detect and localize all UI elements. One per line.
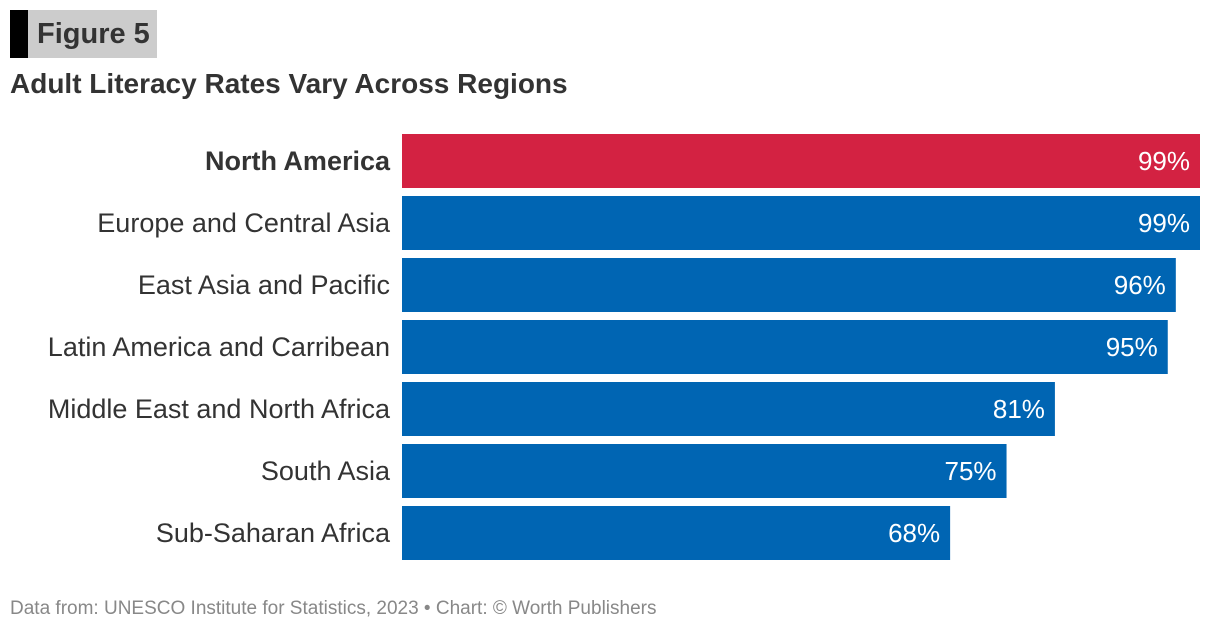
bar — [402, 196, 1200, 250]
category-label: South Asia — [261, 456, 391, 486]
bar — [402, 382, 1055, 436]
value-label: 81% — [993, 394, 1045, 424]
chart-title: Adult Literacy Rates Vary Across Regions — [10, 68, 568, 99]
bar — [402, 258, 1176, 312]
category-label: Middle East and North Africa — [48, 394, 391, 424]
category-label: Sub-Saharan Africa — [156, 518, 391, 548]
value-label: 99% — [1138, 208, 1190, 238]
value-label: 95% — [1106, 332, 1158, 362]
figure-label-text: Figure 5 — [28, 10, 157, 58]
value-label: 96% — [1114, 270, 1166, 300]
bar — [402, 506, 951, 560]
category-label: Latin America and Carribean — [48, 332, 390, 362]
bar — [402, 444, 1007, 498]
category-label: North America — [205, 146, 391, 176]
value-label: 99% — [1138, 146, 1190, 176]
value-label: 75% — [944, 456, 996, 486]
bar — [402, 134, 1200, 188]
source-footer: Data from: UNESCO Institute for Statisti… — [10, 598, 657, 619]
category-label: Europe and Central Asia — [97, 208, 391, 238]
category-label: East Asia and Pacific — [138, 270, 390, 300]
bar — [402, 320, 1168, 374]
figure-label: Figure 5 — [10, 10, 157, 58]
value-label: 68% — [888, 518, 940, 548]
figure-label-bar — [10, 10, 28, 58]
